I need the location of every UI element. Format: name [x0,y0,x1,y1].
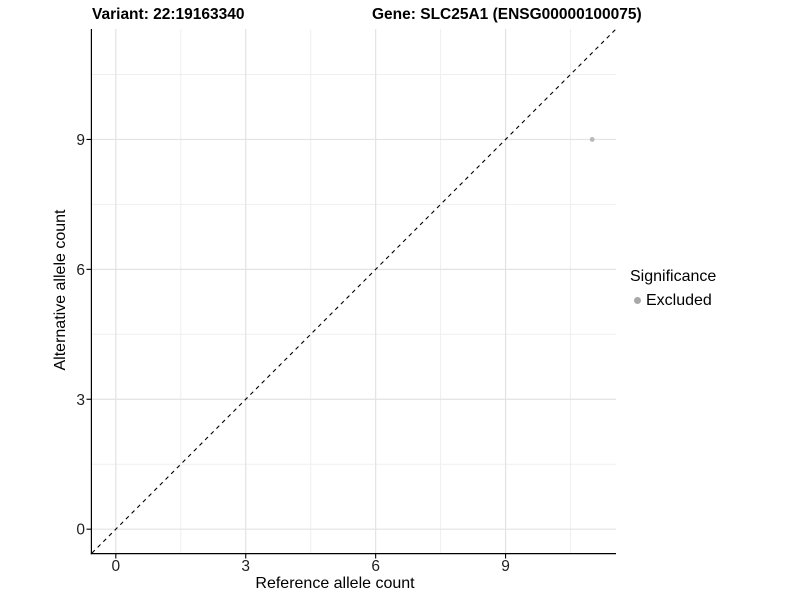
x-axis-title: Reference allele count [255,575,415,592]
data-point [589,137,595,142]
y-tick-label: 6 [76,262,85,279]
y-axis-title: Alternative allele count [52,209,69,371]
y-tick-label: 3 [76,392,85,409]
legend-key-point [634,297,641,304]
plot-title-variant: Variant: 22:19163340 [92,6,245,23]
identity-reference-line [91,28,617,554]
x-tick-label: 9 [501,558,510,575]
x-tick-label: 6 [371,558,380,575]
legend: Significance Excluded [630,267,716,310]
plot-title-gene: Gene: SLC25A1 (ENSG00000100075) [372,6,642,23]
y-tick-label: 0 [76,522,85,539]
legend-entries: Excluded [630,291,716,310]
legend-entry: Excluded [630,291,716,310]
y-tick-label: 9 [76,132,85,149]
x-tick-label: 3 [241,558,250,575]
legend-entry-label: Excluded [646,292,712,309]
x-tick-label: 0 [112,558,121,575]
legend-title: Significance [630,268,717,285]
